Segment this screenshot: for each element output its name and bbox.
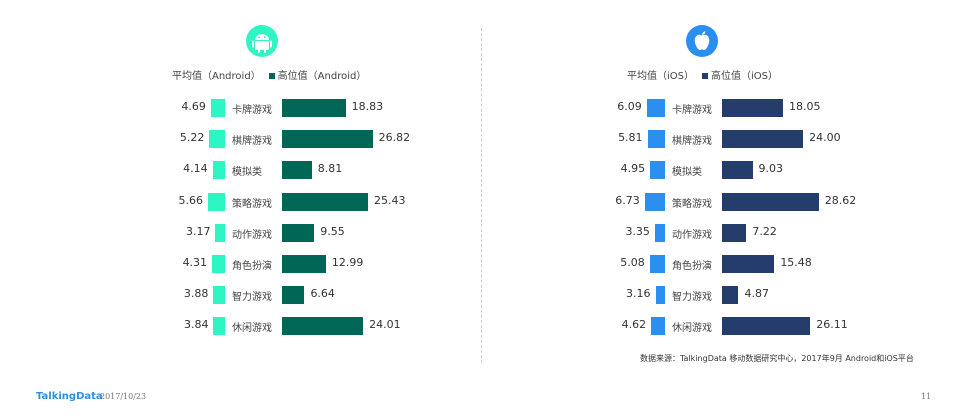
avg-value-label: 4.31 — [182, 256, 208, 269]
legend-high-android: 高位值（Android） — [277, 71, 367, 82]
high-value-label: 4.87 — [744, 287, 769, 301]
category-label: 智力游戏 — [672, 292, 712, 304]
high-bar — [722, 130, 804, 149]
high-value-label: 26.82 — [378, 131, 411, 145]
high-value-label: 7.22 — [752, 224, 777, 238]
avg-bar — [213, 286, 225, 305]
avg-bar — [654, 223, 665, 242]
page-number: 11 — [921, 392, 932, 401]
category-label: 策略游戏 — [672, 198, 712, 210]
high-value-label: 25.43 — [373, 193, 406, 207]
legend-high-swatch-ios — [702, 72, 708, 79]
avg-value-label: 3.88 — [183, 287, 209, 301]
footer-brand-logo: TalkingData — [36, 391, 103, 402]
avg-value-label: 4.62 — [621, 318, 647, 332]
avg-bar — [208, 192, 225, 211]
high-bar — [722, 286, 739, 305]
avg-value-label: 3.35 — [625, 224, 650, 238]
android-panel: 平均值（Android） 高位值（Android） 4.69 卡牌游戏 18.83 5.… — [0, 0, 480, 420]
footer-date: 2017/10/23 — [100, 392, 147, 401]
category-label: 策略游戏 — [232, 198, 272, 210]
high-value-label: 9.03 — [758, 162, 784, 176]
category-label: 休闲游戏 — [672, 323, 712, 335]
avg-value-label: 4.69 — [181, 100, 206, 113]
legend-high-swatch-android — [268, 72, 275, 79]
high-value-label: 28.62 — [824, 193, 857, 207]
avg-value-label: 3.17 — [185, 224, 211, 238]
ios-panel: 平均值（iOS） 高位值（iOS） 6.09 卡牌游戏 18.05 5.81 棋牌游戏 24… — [482, 0, 965, 420]
high-bar — [722, 255, 775, 273]
legend-avg-ios: 平均值（iOS） — [627, 71, 694, 82]
high-value-label: 18.05 — [789, 100, 821, 113]
high-bar — [722, 192, 819, 211]
category-label: 棋牌游戏 — [232, 136, 272, 148]
avg-value-label: 5.08 — [620, 256, 645, 269]
high-value-label: 26.11 — [816, 318, 848, 332]
avg-bar — [646, 99, 665, 117]
high-value-label: 9.55 — [320, 224, 345, 238]
high-value-label: 8.81 — [317, 162, 343, 176]
category-label: 角色扮演 — [232, 261, 272, 272]
category-label: 模拟类 — [232, 167, 262, 179]
avg-value-label: 6.09 — [617, 100, 642, 113]
android-icon — [246, 25, 278, 57]
category-label: 动作游戏 — [232, 229, 272, 241]
legend-high-ios: 高位值（iOS） — [711, 71, 778, 82]
category-label: 角色扮演 — [672, 261, 712, 272]
category-label: 棋牌游戏 — [672, 136, 712, 148]
avg-bar — [210, 99, 225, 117]
high-bar — [722, 99, 783, 117]
avg-value-label: 5.81 — [618, 131, 643, 145]
avg-bar — [209, 130, 225, 149]
avg-value-label: 3.16 — [626, 287, 651, 301]
high-bar — [282, 130, 373, 149]
avg-bar — [212, 255, 225, 273]
high-bar — [282, 317, 364, 336]
avg-bar — [213, 317, 225, 336]
high-value-label: 18.83 — [351, 100, 384, 113]
high-bar — [282, 99, 346, 117]
apple-icon — [686, 25, 718, 57]
avg-bar — [651, 317, 665, 336]
avg-bar — [644, 192, 665, 211]
high-value-label: 12.99 — [331, 256, 364, 269]
high-value-label: 24.01 — [369, 318, 401, 332]
data-source: 数据来源：TalkingData 移动数据研究中心，2017年9月 Androi… — [640, 354, 914, 363]
high-bar — [282, 255, 326, 273]
high-value-label: 15.48 — [780, 256, 812, 269]
android-legend: 平均值（Android） 高位值（Android） — [172, 67, 366, 82]
high-bar — [282, 161, 312, 180]
avg-value-label: 6.73 — [615, 193, 640, 207]
avg-value-label: 3.84 — [183, 318, 209, 332]
category-label: 动作游戏 — [672, 229, 712, 241]
avg-bar — [649, 255, 665, 273]
category-label: 卡牌游戏 — [232, 105, 272, 116]
high-bar — [722, 317, 811, 336]
high-bar — [282, 223, 315, 242]
avg-bar — [650, 161, 665, 180]
high-bar — [722, 161, 753, 180]
avg-bar — [647, 130, 665, 149]
avg-value-label: 4.95 — [620, 162, 646, 176]
legend-avg-android: 平均值（Android） — [172, 71, 261, 82]
avg-value-label: 5.22 — [179, 131, 205, 145]
category-label: 模拟类 — [672, 167, 702, 179]
high-bar — [722, 223, 747, 242]
high-bar — [282, 286, 305, 305]
avg-value-label: 4.14 — [183, 162, 208, 176]
high-value-label: 6.64 — [310, 287, 335, 301]
high-bar — [282, 192, 368, 211]
category-label: 智力游戏 — [232, 292, 272, 304]
panel-divider — [481, 28, 482, 363]
ios-legend: 平均值（iOS） 高位值（iOS） — [627, 67, 778, 82]
avg-value-label: 5.66 — [178, 193, 204, 207]
category-label: 卡牌游戏 — [672, 105, 712, 116]
category-label: 休闲游戏 — [232, 323, 272, 335]
avg-bar — [212, 161, 225, 180]
avg-bar — [215, 223, 225, 242]
avg-bar — [655, 286, 665, 305]
high-value-label: 24.00 — [809, 131, 841, 145]
